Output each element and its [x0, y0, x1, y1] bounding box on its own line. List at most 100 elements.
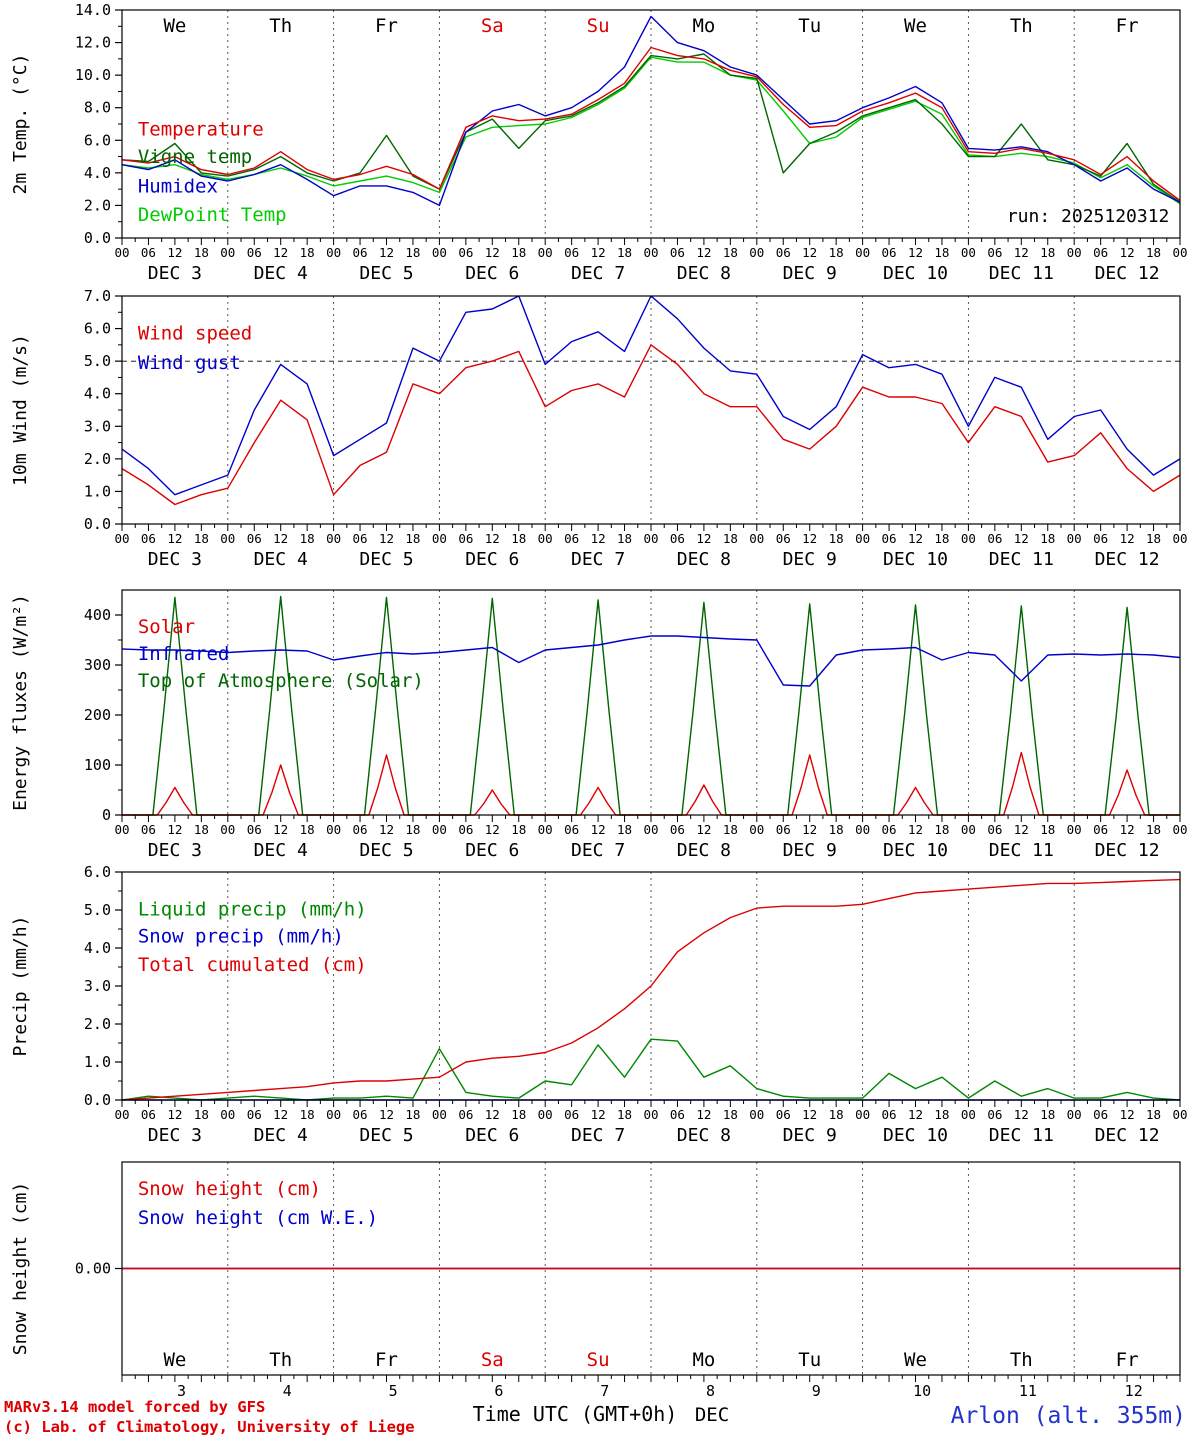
- footer-station-label: Arlon (alt. 355m): [951, 1403, 1186, 1429]
- hour-label: 06: [353, 531, 368, 546]
- y-tick-label: 14.0: [75, 1, 111, 19]
- date-label: DEC 8: [677, 1125, 731, 1146]
- hour-label: 18: [934, 531, 949, 546]
- y-axis-title: Snow height (cm): [10, 1182, 31, 1355]
- day-number-label: 8: [706, 1382, 715, 1400]
- series-wind-speed: [121, 344, 1181, 506]
- hour-label: 12: [485, 245, 500, 260]
- series-infrared: [121, 635, 1181, 687]
- series-liquid-precip-mm-h: [121, 1038, 1181, 1101]
- hour-label: 12: [1120, 245, 1135, 260]
- day-name-label: Mo: [692, 15, 715, 37]
- hour-label: 00: [961, 822, 976, 837]
- hour-label: 00: [538, 245, 553, 260]
- legend-total-cumulated-cm: Total cumulated (cm): [138, 954, 367, 976]
- day-name-label: Th: [269, 1349, 292, 1371]
- hour-label: 18: [1040, 1107, 1055, 1122]
- hour-label: 18: [194, 531, 209, 546]
- day-name-label: We: [163, 1349, 186, 1371]
- hour-label: 12: [379, 531, 394, 546]
- hour-label: 06: [141, 1107, 156, 1122]
- hour-label: 12: [1120, 531, 1135, 546]
- day-name-label: Fr: [375, 1349, 398, 1371]
- day-number-label: 3: [177, 1382, 186, 1400]
- hour-label: 00: [432, 1107, 447, 1122]
- legend-snow-height-cm: Snow height (cm): [138, 1178, 321, 1200]
- hour-label: 06: [776, 245, 791, 260]
- date-label: DEC 8: [677, 549, 731, 570]
- hour-label: 18: [194, 1107, 209, 1122]
- hour-label: 18: [511, 531, 526, 546]
- hour-label: 00: [1172, 245, 1187, 260]
- hour-label: 06: [141, 245, 156, 260]
- hour-label: 06: [670, 245, 685, 260]
- series-temperature: [121, 46, 1181, 202]
- hour-label: 00: [643, 1107, 658, 1122]
- y-tick-label: 100: [84, 756, 111, 774]
- date-label: DEC 3: [148, 840, 202, 861]
- panel-wind: 0.0 1.0 2.0 3.0 4.0 5.0 6.0 7.0 00 06 12 18 00 06 12 18…: [10, 287, 1188, 570]
- y-tick-label: 0.0: [84, 1091, 111, 1109]
- panel-temperature: 0.0 2.0 4.0 6.0 8.0 10.0 12.0 14.0 00 06 12 18 00 06 1…: [10, 1, 1188, 284]
- day-number-label: 12: [1125, 1382, 1143, 1400]
- hour-label: 18: [617, 1107, 632, 1122]
- date-label: DEC 8: [677, 263, 731, 284]
- series-vigne-temp: [121, 53, 1181, 203]
- date-label: DEC 10: [883, 1125, 948, 1146]
- footer-month-label: DEC: [695, 1404, 729, 1426]
- hour-label: 00: [114, 822, 129, 837]
- hour-label: 00: [1172, 1107, 1187, 1122]
- hour-label: 12: [485, 531, 500, 546]
- hour-label: 18: [405, 822, 420, 837]
- hour-label: 00: [326, 531, 341, 546]
- y-tick-label: 2.0: [84, 1015, 111, 1033]
- panels-group: 0.02.04.06.08.010.012.014.000 06 12 18 00 06 1…: [10, 1, 1188, 1400]
- hour-label: 18: [617, 822, 632, 837]
- hour-label: 12: [1120, 1107, 1135, 1122]
- hour-label: 06: [247, 245, 262, 260]
- hour-label: 00: [220, 245, 235, 260]
- hour-label: 00: [1172, 822, 1187, 837]
- hour-label: 00: [1067, 531, 1082, 546]
- day-number-label: 9: [812, 1382, 821, 1400]
- hour-label: 12: [1014, 822, 1029, 837]
- y-tick-label: 7.0: [84, 287, 111, 305]
- hour-label: 18: [1040, 531, 1055, 546]
- hour-label: 06: [987, 531, 1002, 546]
- hour-label: 06: [564, 531, 579, 546]
- hour-label: 12: [908, 245, 923, 260]
- legend-humidex: Humidex: [138, 175, 218, 197]
- hour-label: 00: [1067, 1107, 1082, 1122]
- hour-label: 06: [247, 1107, 262, 1122]
- hour-label: 12: [485, 1107, 500, 1122]
- hour-label: 18: [405, 531, 420, 546]
- hour-label: 18: [405, 245, 420, 260]
- date-label: DEC 5: [359, 1125, 413, 1146]
- hour-label: 18: [829, 245, 844, 260]
- hour-label: 00: [961, 245, 976, 260]
- hour-label: 00: [220, 1107, 235, 1122]
- date-label: DEC 4: [254, 549, 308, 570]
- panel-snow-height: 0.00 We Th Fr Sa Su Mo Tu We Th Fr 3 4 5 6 7 8 9 10 11 12 Sno…: [10, 1161, 1181, 1400]
- date-label: DEC 11: [989, 840, 1054, 861]
- hour-label: 06: [1093, 822, 1108, 837]
- y-tick-label: 6.0: [84, 131, 111, 149]
- hour-label: 06: [670, 1107, 685, 1122]
- hour-label: 06: [670, 822, 685, 837]
- hour-label: 06: [458, 245, 473, 260]
- day-number-label: 5: [389, 1382, 398, 1400]
- hour-label: 00: [749, 822, 764, 837]
- hour-label: 06: [1093, 245, 1108, 260]
- day-number-label: 4: [283, 1382, 292, 1400]
- hour-label: 12: [273, 822, 288, 837]
- y-tick-label: 10.0: [75, 66, 111, 84]
- hour-label: 12: [1014, 1107, 1029, 1122]
- hour-label: 18: [934, 245, 949, 260]
- hour-label: 06: [247, 531, 262, 546]
- hour-label: 18: [1146, 245, 1161, 260]
- hour-label: 18: [405, 1107, 420, 1122]
- hour-label: 00: [643, 245, 658, 260]
- hour-label: 06: [1093, 531, 1108, 546]
- date-label: DEC 12: [1095, 1125, 1160, 1146]
